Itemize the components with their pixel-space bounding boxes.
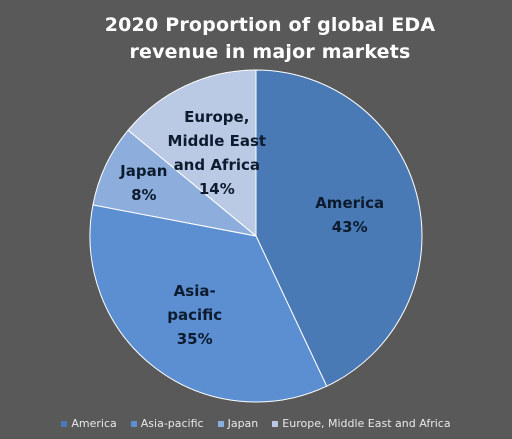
legend: America Asia-pacific Japan Europe, Middle E… — [0, 417, 512, 430]
pie-slice-0 — [255, 69, 423, 387]
legend-swatch — [272, 420, 279, 427]
legend-label: Asia-pacific — [140, 417, 204, 430]
pie-labels: America 43% Asia-pacific 35% Japan 8%Europe, M… — [119, 108, 384, 348]
pie-slice-1 — [89, 204, 328, 403]
chart-title: 2020 Proportion of global EDA revenue in… — [104, 14, 436, 63]
slice-label-2: Japan 8% — [119, 162, 167, 204]
legend-swatch — [217, 420, 224, 427]
legend-item: America — [61, 417, 117, 430]
slice-label-3: Europe, Middle East and Africa 14% — [168, 108, 267, 198]
legend-label: Japan — [227, 417, 259, 430]
legend-swatch — [130, 420, 137, 427]
legend-label: Europe, Middle East and Africa — [282, 417, 451, 430]
legend-label: America — [71, 417, 117, 430]
legend-item: Europe, Middle East and Africa — [272, 417, 451, 430]
slice-label-1: Asia-pacific 35% — [167, 282, 222, 348]
pie-slices — [89, 69, 423, 403]
legend-swatch — [61, 420, 68, 427]
legend-item: Asia-pacific — [130, 417, 204, 430]
pie-slice-3 — [127, 69, 257, 238]
legend-item: Japan — [217, 417, 259, 430]
slice-label-0: America 43% — [315, 194, 384, 236]
